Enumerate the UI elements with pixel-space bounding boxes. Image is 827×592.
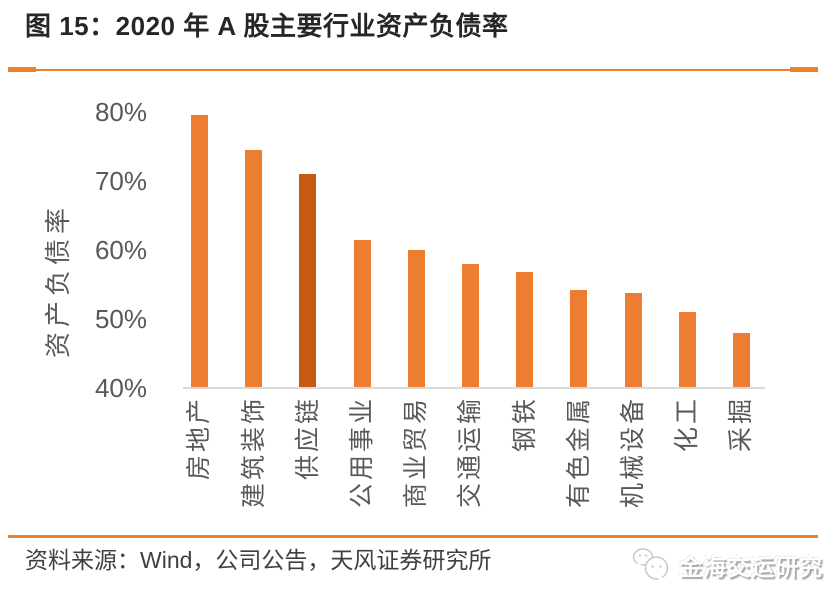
x-axis-label: 交通运输 bbox=[456, 396, 485, 509]
x-axis-label: 钢铁 bbox=[510, 396, 539, 453]
x-axis-label: 供应链 bbox=[293, 396, 322, 481]
bar-建筑装饰 bbox=[245, 149, 263, 388]
bar-房地产 bbox=[191, 115, 208, 388]
x-axis-label: 化工 bbox=[673, 396, 702, 453]
figure-title: 图 15：2020 年 A 股主要行业资产负债率 bbox=[25, 11, 509, 41]
bottom-divider bbox=[8, 535, 818, 538]
bar-交通运输 bbox=[462, 263, 479, 388]
bar-商业贸易 bbox=[407, 250, 425, 388]
bar-机械设备 bbox=[624, 292, 642, 388]
bar-化工 bbox=[678, 312, 696, 388]
x-axis-label: 有色金属 bbox=[564, 396, 593, 509]
bar-供应链 bbox=[299, 174, 317, 388]
wechat-icon bbox=[632, 548, 669, 582]
bar-有色金属 bbox=[570, 290, 588, 388]
x-axis-label: 商业贸易 bbox=[402, 396, 431, 509]
bar-钢铁 bbox=[516, 272, 534, 388]
x-axis-label: 房地产 bbox=[185, 396, 214, 481]
y-tick-label: 70% bbox=[94, 166, 147, 196]
y-tick-label: 50% bbox=[94, 304, 147, 334]
watermark-text: 金海交运研究 bbox=[679, 554, 823, 580]
x-axis-line bbox=[183, 387, 765, 389]
watermark: 金海交运研究 bbox=[632, 545, 823, 585]
divider-left-cap bbox=[8, 67, 36, 72]
divider-right-cap bbox=[790, 67, 818, 72]
x-axis-label: 采掘 bbox=[727, 396, 756, 453]
y-tick-label: 40% bbox=[94, 373, 147, 403]
top-divider bbox=[8, 67, 818, 72]
bar-采掘 bbox=[733, 332, 750, 388]
y-tick-label: 80% bbox=[94, 97, 147, 127]
x-axis-label: 机械设备 bbox=[619, 396, 648, 509]
x-axis-label: 建筑装饰 bbox=[239, 396, 268, 509]
source-note: 资料来源：Wind，公司公告，天风证券研究所 bbox=[25, 547, 492, 573]
bar-公用事业 bbox=[353, 239, 371, 388]
x-axis-label: 公用事业 bbox=[348, 396, 377, 509]
y-tick-label: 60% bbox=[94, 235, 147, 265]
